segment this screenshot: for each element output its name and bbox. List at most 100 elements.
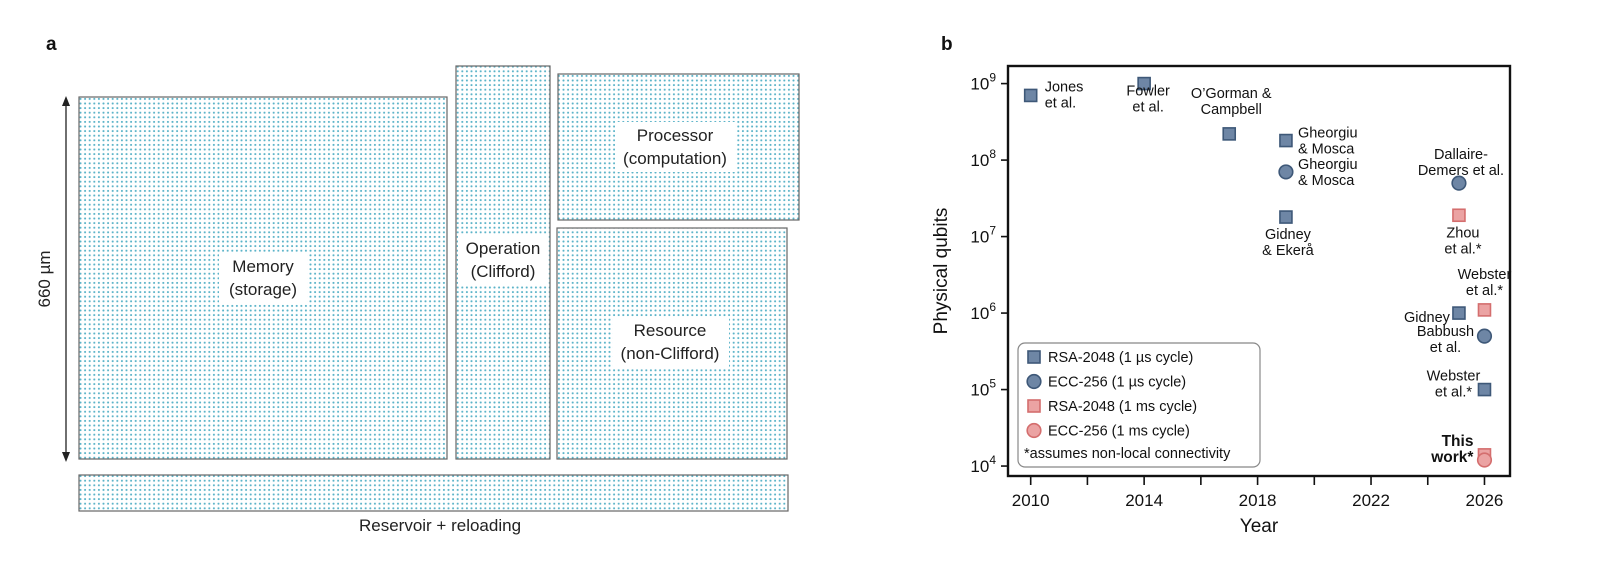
data-point: O’Gorman &Campbell	[1191, 86, 1272, 141]
operation-label-line-2: (Clifford)	[471, 262, 536, 281]
x-tick-label: 2010	[1012, 491, 1050, 510]
point-label: Zhou	[1446, 225, 1479, 241]
processor-label-line-1: Processor	[637, 126, 714, 145]
architecture-diagram: 660 µm Memory (storage) Operation (Cliff…	[35, 65, 800, 535]
legend-box	[1017, 342, 1261, 468]
y-tick-label: 108	[970, 147, 996, 170]
point-label: O’Gorman &	[1191, 86, 1272, 102]
point-label: et al.	[1045, 95, 1076, 111]
point-label: & Mosca	[1298, 173, 1355, 189]
point-label: et al.*	[1466, 283, 1503, 299]
point-label: Dallaire-	[1434, 147, 1488, 163]
square-marker	[1222, 127, 1237, 141]
square-marker	[1477, 382, 1492, 397]
memory-label-line-1: Memory	[232, 257, 294, 276]
data-point	[1476, 452, 1493, 468]
circle-marker	[1476, 328, 1493, 344]
y-tick-label: 106	[970, 300, 996, 323]
legend: RSA-2048 (1 µs cycle) ECC-256 (1 µs cycle…	[1017, 342, 1261, 468]
legend-label: RSA-2048 (1 ms cycle)	[1048, 399, 1197, 415]
qubit-scatter-chart: 2010 2014 2018 2022 2026 104 105 106 107 108 109 Ye…	[931, 64, 1512, 537]
square-marker	[1023, 88, 1038, 103]
legend-square-icon	[1027, 350, 1041, 364]
data-point: Gheorgiu& Mosca	[1278, 157, 1358, 189]
operation-label-line-1: Operation	[466, 239, 541, 258]
y-axis-title: Physical qubits	[931, 208, 952, 335]
resource-label-line-2: (non-Clifford)	[621, 344, 720, 363]
square-marker	[1279, 133, 1293, 148]
square-marker	[1477, 303, 1492, 317]
point-label: & Mosca	[1298, 142, 1355, 158]
point-label: Webster	[1458, 267, 1512, 283]
plot-frame	[1006, 64, 1512, 478]
point-label: Jones	[1045, 79, 1084, 95]
circle-marker	[1278, 164, 1294, 180]
point-label: et al.*	[1435, 385, 1472, 401]
circle-marker	[1451, 175, 1467, 191]
legend-entry: RSA-2048 (1 µs cycle)	[1027, 350, 1193, 366]
x-axis-title: Year	[1240, 516, 1279, 537]
x-tick-label: 2026	[1466, 491, 1504, 510]
y-tick-label: 104	[970, 453, 996, 476]
panel-a-letter: a	[46, 34, 57, 55]
data-point: Dallaire-Demers et al.	[1418, 147, 1504, 191]
region-resource: Resource (non-Clifford)	[556, 227, 788, 460]
legend-circle-icon	[1026, 373, 1042, 390]
circle-marker	[1476, 452, 1493, 468]
point-label: et al.	[1132, 100, 1163, 116]
point-label: et al.*	[1444, 241, 1481, 257]
point-label: work*	[1430, 449, 1474, 466]
point-label: Fowler	[1126, 84, 1170, 100]
panel-b-letter: b	[941, 34, 953, 55]
data-point: Gidney	[1404, 306, 1466, 326]
legend-label: ECC-256 (1 ms cycle)	[1048, 424, 1190, 440]
legend-square-icon	[1027, 399, 1041, 413]
dimension-arrow	[62, 96, 70, 462]
reservoir-label: Reservoir + reloading	[359, 516, 521, 535]
memory-label-line-2: (storage)	[229, 280, 297, 299]
square-marker	[1452, 208, 1466, 223]
resource-label-line-1: Resource	[634, 321, 707, 340]
point-label: & Ekerå	[1262, 243, 1315, 259]
square-marker	[1137, 76, 1151, 91]
legend-label: ECC-256 (1 µs cycle)	[1048, 375, 1186, 391]
legend-circle-icon	[1026, 422, 1042, 439]
point-label: Webster	[1427, 369, 1481, 385]
region-processor: Processor (computation)	[557, 73, 800, 221]
legend-label: RSA-2048 (1 µs cycle)	[1048, 350, 1193, 366]
region-operation: Operation (Clifford)	[455, 65, 551, 460]
point-label: Gidney	[1265, 227, 1312, 243]
point-label: Gidney	[1404, 310, 1451, 326]
point-label: Gheorgiu	[1298, 126, 1358, 142]
y-tick-label: 105	[970, 377, 996, 400]
point-label: This	[1442, 433, 1474, 450]
point-label: et al.	[1430, 340, 1461, 356]
processor-label-line-2: (computation)	[623, 149, 727, 168]
x-tick-label: 2018	[1239, 491, 1277, 510]
square-marker	[1452, 306, 1466, 320]
data-point: Gidney& Ekerå	[1262, 210, 1315, 259]
y-tick-label: 109	[970, 71, 996, 94]
region-memory: Memory (storage)	[78, 96, 448, 460]
legend-note: *assumes non-local connectivity	[1024, 446, 1231, 462]
point-label: Campbell	[1201, 102, 1262, 118]
legend-entry: RSA-2048 (1 ms cycle)	[1027, 399, 1197, 415]
legend-entry: ECC-256 (1 ms cycle)	[1026, 422, 1190, 440]
region-reservoir	[78, 474, 789, 512]
point-label: Gheorgiu	[1298, 157, 1358, 173]
data-point: Gheorgiu& Mosca	[1279, 126, 1358, 158]
point-label: Babbush	[1417, 324, 1474, 340]
x-tick-label: 2022	[1352, 491, 1390, 510]
dimension-label: 660 µm	[35, 250, 54, 307]
point-label: Demers et al.	[1418, 163, 1504, 179]
x-tick-label: 2014	[1125, 491, 1163, 510]
legend-entry: ECC-256 (1 µs cycle)	[1026, 373, 1186, 391]
y-tick-label: 107	[970, 224, 996, 247]
